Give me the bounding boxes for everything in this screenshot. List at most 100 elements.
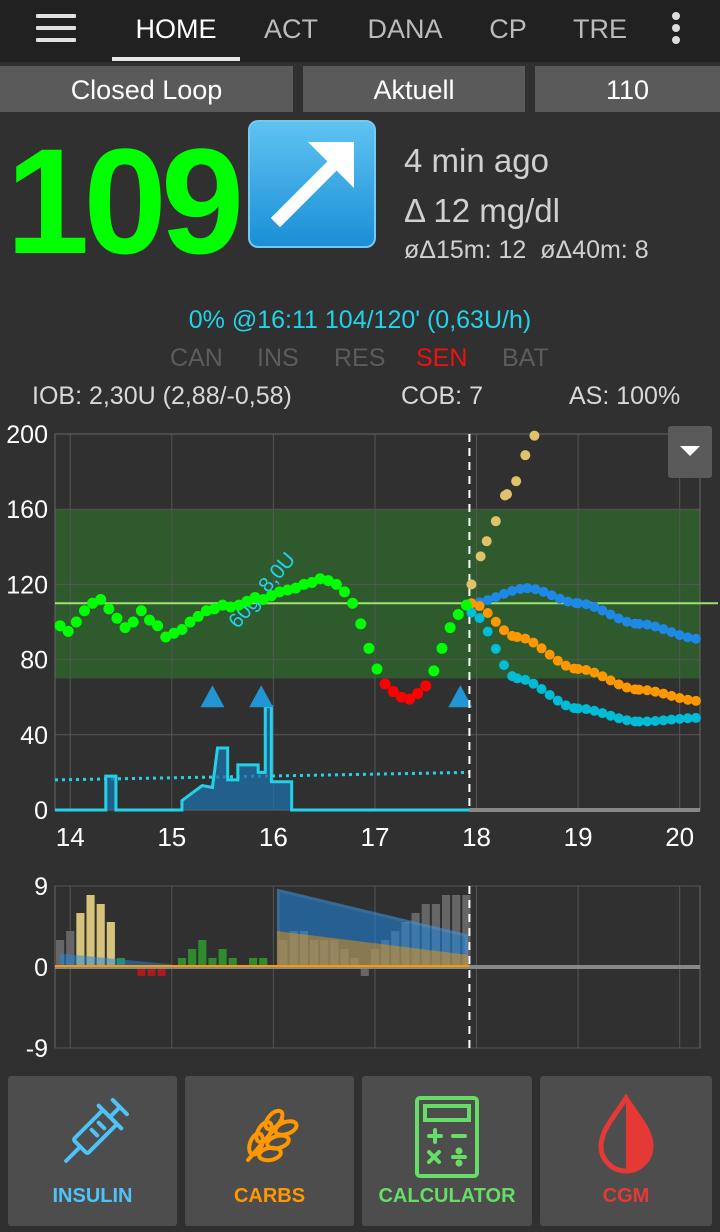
cob-prediction-point bbox=[597, 671, 608, 682]
bg-point bbox=[347, 597, 359, 609]
cob-prediction-point bbox=[512, 632, 523, 643]
cob-value[interactable]: COB: 7 bbox=[401, 382, 483, 410]
zt-prediction-point bbox=[642, 716, 653, 727]
bg-point bbox=[143, 614, 155, 626]
bg-point bbox=[111, 612, 123, 624]
tab-home[interactable]: HOME bbox=[135, 14, 217, 44]
up-right-arrow-icon bbox=[248, 120, 376, 248]
zt-prediction-point bbox=[552, 695, 563, 706]
deviation-bar bbox=[228, 958, 237, 967]
zt-prediction-point bbox=[682, 713, 693, 724]
bg-point bbox=[70, 616, 82, 628]
bg-point bbox=[330, 578, 342, 590]
iob-prediction-point bbox=[621, 616, 632, 627]
x-tick-label: 20 bbox=[665, 822, 694, 852]
deviation-bar bbox=[259, 958, 268, 967]
cob-prediction-point bbox=[650, 686, 661, 697]
cob-prediction-point bbox=[589, 667, 600, 678]
tab-cp[interactable]: CP bbox=[489, 14, 527, 44]
profile-button[interactable]: Aktuell bbox=[303, 66, 525, 112]
zt-prediction-point bbox=[520, 674, 531, 685]
iob-prediction-point bbox=[573, 598, 584, 609]
deviation-bar bbox=[198, 940, 207, 967]
temp-basal-status[interactable]: 0% @16:11 104/120' (0,63U/h) bbox=[188, 306, 532, 334]
zt-prediction-point bbox=[490, 643, 501, 654]
cob-prediction-point bbox=[474, 601, 485, 612]
loop-mode-button[interactable]: Closed Loop bbox=[0, 66, 293, 112]
bg-point bbox=[176, 624, 188, 636]
deviation-bar bbox=[76, 913, 85, 967]
iob-prediction-point bbox=[490, 592, 501, 603]
iob-prediction-point bbox=[498, 588, 509, 599]
glucose-avg-delta: øΔ15m: 12 øΔ40m: 8 bbox=[404, 236, 649, 264]
cob-prediction-point bbox=[490, 616, 501, 627]
x-tick-label: 15 bbox=[157, 822, 186, 852]
cgm-button[interactable]: CGM bbox=[540, 1076, 712, 1226]
iob-prediction-point bbox=[658, 624, 669, 635]
tab-dana[interactable]: DANA bbox=[367, 14, 443, 44]
target-button[interactable]: 110 bbox=[535, 66, 720, 112]
bg-point bbox=[452, 608, 464, 620]
deviation-bar bbox=[147, 967, 156, 976]
y-tick-label: 0 bbox=[34, 797, 48, 825]
cob-prediction-point bbox=[528, 637, 539, 648]
x-tick-label: 19 bbox=[564, 822, 593, 852]
iob-prediction-point bbox=[562, 596, 573, 607]
calculator-icon bbox=[415, 1096, 479, 1178]
zt-prediction-point bbox=[544, 689, 555, 700]
bg-point bbox=[379, 678, 391, 690]
carbs-button[interactable]: CARBS bbox=[185, 1076, 354, 1226]
deviation-bar bbox=[188, 949, 197, 967]
uam-prediction-point bbox=[529, 430, 540, 441]
zt-prediction-point bbox=[658, 715, 669, 726]
bolus-marker bbox=[200, 685, 225, 708]
deviation-bar bbox=[137, 967, 146, 976]
deviation-bar bbox=[462, 895, 471, 967]
overflow-menu-icon[interactable] bbox=[670, 12, 682, 48]
iob-prediction-point bbox=[690, 633, 701, 644]
cob-prediction-point bbox=[498, 625, 509, 636]
iob-prediction-point bbox=[522, 583, 533, 594]
iob-prediction-point bbox=[642, 619, 653, 630]
x-tick-label: 16 bbox=[259, 822, 288, 852]
bg-point bbox=[78, 605, 90, 617]
x-tick-label: 17 bbox=[360, 822, 389, 852]
zt-prediction-point bbox=[573, 703, 584, 714]
iob-prediction-point bbox=[530, 584, 541, 595]
blood-drop-icon bbox=[598, 1094, 654, 1174]
glucose-age: 4 min ago bbox=[404, 142, 549, 179]
deviation-bar bbox=[360, 967, 369, 976]
flag-reservoir: RES bbox=[334, 344, 386, 372]
uam-prediction-point bbox=[490, 516, 501, 527]
uam-prediction-point bbox=[520, 450, 531, 461]
y-tick-label: 160 bbox=[6, 496, 48, 524]
iob-prediction-point bbox=[538, 586, 549, 597]
iob-prediction-point bbox=[546, 590, 557, 601]
y-tick-label: 80 bbox=[20, 647, 48, 675]
zt-prediction-point bbox=[589, 705, 600, 716]
insulin-button[interactable]: INSULIN bbox=[8, 1076, 177, 1226]
bg-point bbox=[403, 693, 415, 705]
iob-prediction-point bbox=[507, 585, 518, 596]
tab-act[interactable]: ACT bbox=[264, 14, 318, 44]
tab-tre[interactable]: TRE bbox=[573, 14, 627, 44]
glucose-value[interactable]: 109 bbox=[6, 117, 244, 285]
secondary-y-tick-label: 9 bbox=[34, 873, 48, 901]
bg-point bbox=[119, 622, 131, 634]
syringe-icon bbox=[63, 1098, 129, 1163]
iob-activity-early bbox=[60, 953, 172, 967]
bg-point bbox=[428, 665, 440, 677]
deviation-bar bbox=[96, 904, 105, 967]
hamburger-menu-icon[interactable] bbox=[36, 14, 76, 44]
iob-value[interactable]: IOB: 2,30U (2,88/-0,58) bbox=[32, 382, 292, 410]
x-tick-label: 18 bbox=[462, 822, 491, 852]
calculator-button[interactable]: CALCULATOR bbox=[362, 1076, 532, 1226]
zt-prediction-point bbox=[674, 713, 685, 724]
graph-options-button[interactable] bbox=[668, 426, 712, 478]
bolus-marker bbox=[249, 685, 274, 708]
cob-prediction-point bbox=[674, 693, 685, 704]
wheat-icon bbox=[245, 1108, 299, 1163]
cob-prediction-point bbox=[634, 684, 645, 695]
iob-prediction-point bbox=[613, 613, 624, 624]
